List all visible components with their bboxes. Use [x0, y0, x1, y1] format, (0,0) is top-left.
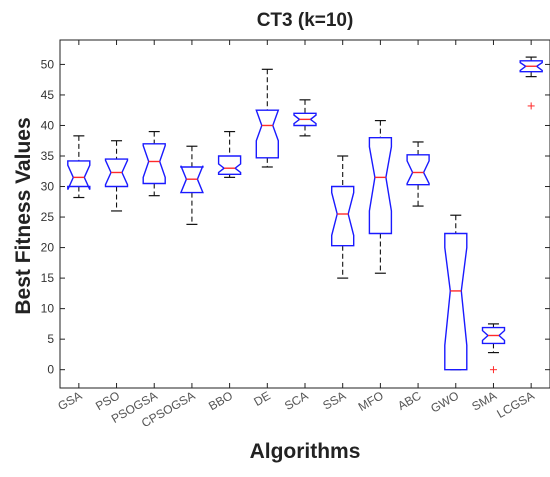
- notched-box: [255, 109, 280, 159]
- x-tick-label: SSA: [320, 388, 348, 412]
- notched-box: [444, 232, 468, 371]
- notched-box: [406, 154, 430, 186]
- x-tick-label: SCA: [282, 388, 310, 412]
- box-sca: [293, 99, 317, 137]
- box-psogsa: [142, 130, 166, 197]
- box-pso: [104, 140, 129, 212]
- box-abc: [406, 141, 430, 207]
- box-gwo: [444, 214, 468, 371]
- notched-box: [104, 158, 129, 188]
- box-sma: [481, 323, 506, 374]
- box-ssa: [331, 155, 355, 279]
- x-tick-label: MFO: [356, 388, 386, 413]
- y-axis-label: Best Fitness Values: [12, 117, 35, 314]
- notched-box: [67, 160, 91, 190]
- x-tick-label: GSA: [55, 388, 84, 413]
- chart-title: CT3 (k=10): [257, 10, 354, 31]
- y-tick-label: 20: [41, 241, 55, 255]
- notched-box: [217, 155, 242, 176]
- y-tick-label: 40: [41, 118, 55, 132]
- x-tick-label: GWO: [428, 388, 461, 415]
- notched-box: [519, 60, 543, 73]
- y-tick-label: 5: [47, 332, 54, 346]
- box-series: [67, 56, 543, 374]
- box-de: [255, 68, 280, 168]
- notched-box: [179, 165, 204, 194]
- plot-area-frame: [59, 39, 550, 389]
- y-tick-label: 0: [47, 363, 54, 377]
- notched-box: [331, 185, 355, 247]
- x-tick-label: ABC: [395, 388, 424, 413]
- y-tick-label: 30: [41, 180, 55, 194]
- box-lcgsa: [519, 56, 543, 110]
- y-tick-label: 25: [41, 210, 55, 224]
- x-axis-label: Algorithms: [250, 440, 361, 463]
- box-mfo: [368, 119, 393, 274]
- x-tick-label: LCGSA: [494, 388, 536, 420]
- y-tick-label: 10: [41, 302, 55, 316]
- box-bbo: [217, 130, 242, 178]
- x-tick-label: DE: [251, 388, 272, 408]
- box-cpsogsa: [179, 145, 204, 225]
- notched-box: [293, 112, 317, 127]
- y-tick-label: 15: [41, 271, 55, 285]
- notched-box: [368, 136, 393, 235]
- x-tick-label: BBO: [206, 388, 235, 413]
- y-axis: 0 5 10 15 20 25 30 35 40 45 50: [41, 57, 550, 377]
- box-gsa: [67, 135, 91, 199]
- y-tick-label: 35: [41, 149, 55, 163]
- notched-box: [142, 143, 166, 185]
- y-tick-label: 45: [41, 88, 55, 102]
- notched-box: [481, 326, 506, 345]
- y-tick-label: 50: [41, 57, 55, 71]
